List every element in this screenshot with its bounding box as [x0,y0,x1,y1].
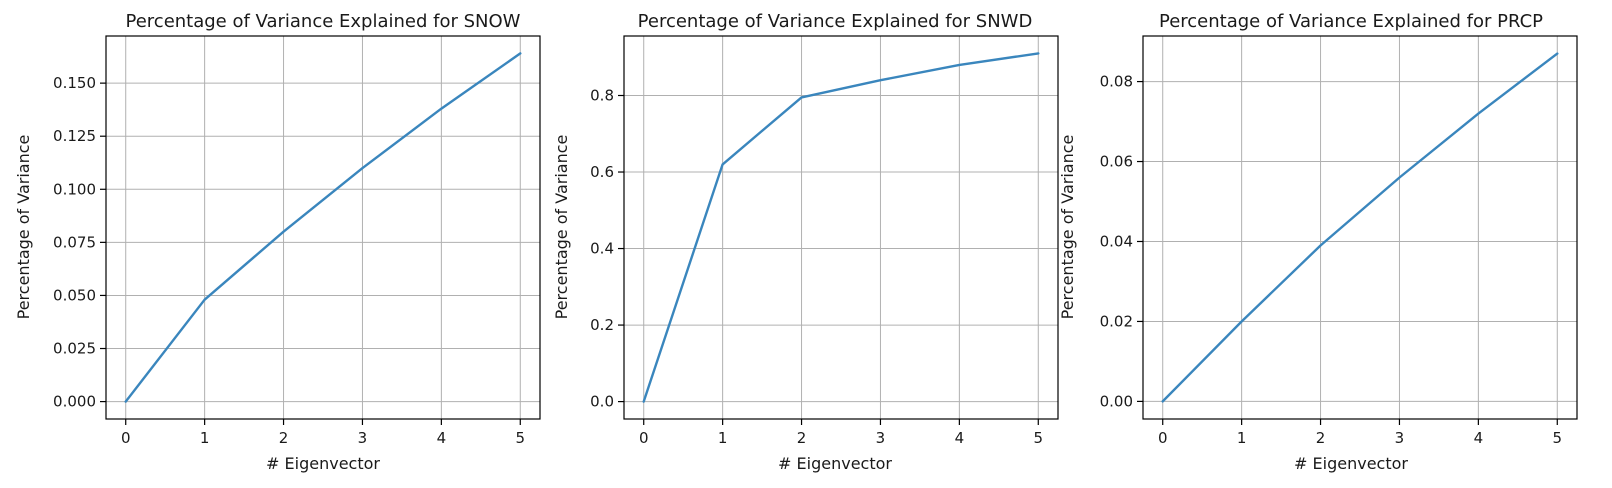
x-tick-label: 2 [279,429,289,447]
y-axis-label: Percentage of Variance [1058,135,1077,320]
x-axis-label: # Eigenvector [266,454,380,473]
x-tick-label: 2 [1316,429,1326,447]
x-tick-label: 5 [1552,429,1562,447]
x-tick-label: 1 [718,429,728,447]
chart-title: Percentage of Variance Explained for SNW… [638,11,1033,32]
x-tick-label: 1 [200,429,210,447]
series-line [124,52,522,403]
chart-snow: Percentage of Variance Explained for SNO… [14,11,541,473]
ticks: 0 1 2 3 4 5 0.0 0.2 0.4 0.6 0.8 [590,86,1043,447]
y-tick-label: 0.075 [53,233,96,251]
y-tick-label: 0.00 [1100,392,1133,410]
x-axis-label: # Eigenvector [778,454,892,473]
ticks: 0 1 2 3 4 5 0.00 0.02 0.04 0.06 0.08 [1100,73,1562,447]
y-tick-label: 0.04 [1100,232,1133,250]
x-tick-label: 5 [515,429,525,447]
y-axis-label: Percentage of Variance [14,135,33,320]
grid-lines [624,36,1058,419]
x-axis-label: # Eigenvector [1294,454,1408,473]
y-tick-label: 0.000 [53,393,96,411]
x-tick-label: 4 [437,429,447,447]
y-axis-label: Percentage of Variance [552,135,571,320]
y-tick-label: 0.0 [590,393,614,411]
series-layer [124,52,522,403]
series-line [1161,52,1559,403]
y-tick-label: 0.050 [53,286,96,304]
plot-frame [1142,35,1578,420]
y-tick-label: 0.6 [590,163,614,181]
plot-frame [623,35,1059,420]
x-tick-label: 5 [1033,429,1043,447]
chart-prcp: Percentage of Variance Explained for PRC… [1058,11,1578,473]
y-tick-label: 0.02 [1100,312,1133,330]
plot-frame [105,35,541,420]
x-tick-label: 1 [1237,429,1247,447]
x-tick-label: 0 [121,429,131,447]
x-tick-label: 0 [1158,429,1168,447]
grid-lines [106,36,540,419]
y-tick-label: 0.2 [590,316,614,334]
y-tick-label: 0.8 [590,86,614,104]
y-tick-label: 0.06 [1100,153,1133,171]
y-tick-label: 0.150 [53,74,96,92]
y-tick-label: 0.025 [53,340,96,358]
x-tick-label: 3 [1395,429,1405,447]
y-tick-label: 0.100 [53,180,96,198]
y-tick-label: 0.4 [590,240,614,258]
x-tick-label: 3 [876,429,886,447]
chart-title: Percentage of Variance Explained for SNO… [126,11,521,32]
x-tick-label: 3 [358,429,368,447]
x-tick-label: 4 [1474,429,1484,447]
series-line [642,52,1040,403]
x-tick-label: 4 [955,429,965,447]
grid-lines [1143,36,1577,419]
x-tick-label: 2 [797,429,807,447]
series-layer [1161,52,1559,403]
y-tick-label: 0.08 [1100,73,1133,91]
chart-snwd: Percentage of Variance Explained for SNW… [552,11,1059,473]
ticks: 0 1 2 3 4 5 0.000 0.025 0.050 0.075 0.100 0.125 0.15… [53,74,525,447]
chart-title: Percentage of Variance Explained for PRC… [1159,11,1543,32]
x-tick-label: 0 [639,429,649,447]
y-tick-label: 0.125 [53,127,96,145]
series-layer [642,52,1040,403]
